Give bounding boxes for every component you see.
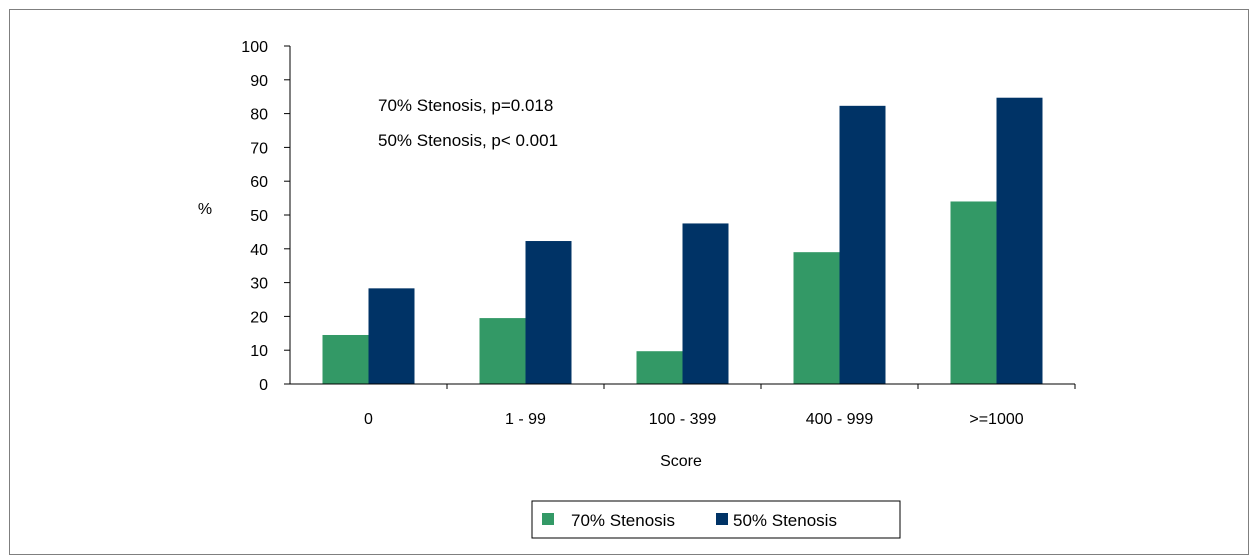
y-tick-label: 60 [250,174,268,191]
x-tick-label: 1 - 99 [505,411,546,428]
x-tick-label: 100 - 399 [649,411,717,428]
y-tick-label: 70 [250,140,268,157]
bar-50-stenosis [839,105,886,385]
x-tick-label: 0 [364,411,373,428]
x-axis-ticks: 0 1 - 99 100 - 399 400 - 999 >=1000 [364,384,1076,428]
y-tick-label: 100 [241,39,268,56]
bar-50-stenosis [525,241,572,384]
bar-50-stenosis [996,97,1043,385]
y-axis-label: % [198,201,212,218]
y-axis-ticks: 0 10 20 30 40 50 60 70 80 90 100 [241,39,290,394]
y-tick-label: 40 [250,242,268,259]
bar-70-stenosis [322,334,369,384]
y-tick-label: 90 [250,73,268,90]
bar-70-stenosis [793,252,840,384]
bar-70-stenosis [636,351,683,384]
annotation-70-stenosis: 70% Stenosis, p=0.018 [378,96,553,115]
x-axis-label: Score [660,453,702,470]
legend: 70% Stenosis 50% Stenosis [531,500,901,539]
bar-50-stenosis [368,288,415,384]
legend-swatch-50-stenosis [716,513,728,525]
y-tick-label: 20 [250,309,268,326]
annotation-50-stenosis: 50% Stenosis, p< 0.001 [378,131,558,150]
y-tick-label: 30 [250,276,268,293]
bar-70-stenosis [950,201,997,384]
y-tick-label: 10 [250,343,268,360]
legend-label-70-stenosis: 70% Stenosis [571,511,675,530]
bar-50-stenosis [682,223,729,384]
y-tick-label: 50 [250,208,268,225]
x-tick-label: 400 - 999 [806,411,874,428]
bars [322,97,1043,385]
y-tick-label: 80 [250,107,268,124]
legend-swatch-70-stenosis [542,513,554,525]
x-tick-label: >=1000 [969,411,1023,428]
bar-70-stenosis [479,318,526,384]
y-tick-label: 0 [259,377,268,394]
legend-label-50-stenosis: 50% Stenosis [733,511,837,530]
